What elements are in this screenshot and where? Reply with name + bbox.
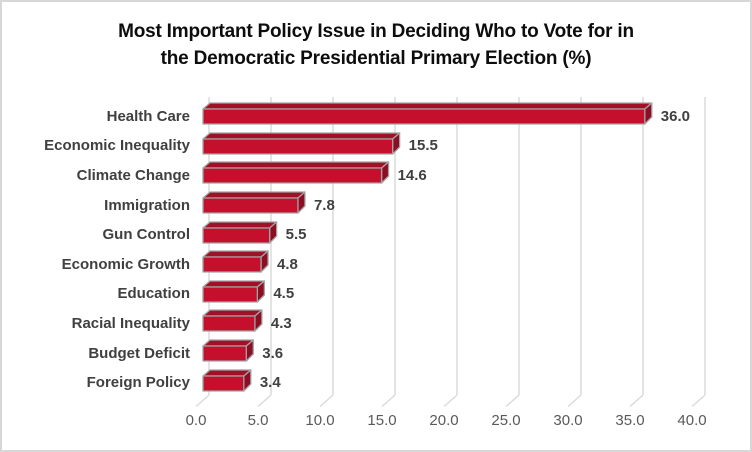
- bar: [202, 309, 263, 333]
- grid-floor-diagonal: [629, 394, 644, 408]
- bar-zone: 3.6: [202, 339, 283, 362]
- grid-floor-diagonal: [195, 394, 210, 408]
- bar-front-face: [202, 374, 245, 392]
- bar-top-face: [202, 221, 278, 229]
- bar-front-face: [202, 227, 271, 244]
- value-label: 14.6: [397, 166, 427, 184]
- plot-area: Health Care 36.0 Economic Inequality 15.5 Cl…: [2, 99, 750, 395]
- x-tick-label: 40.0: [677, 412, 707, 429]
- bar-front-face: [202, 345, 247, 362]
- grid-floor-diagonal: [443, 394, 458, 408]
- x-tick-label: 5.0: [247, 412, 269, 429]
- value-label: 4.3: [270, 314, 292, 332]
- bar-top-face: [202, 309, 263, 318]
- x-tick-label: 35.0: [615, 412, 645, 429]
- bar-top-face: [202, 161, 390, 170]
- bar: [202, 280, 265, 303]
- bar-zone: 14.6: [202, 161, 427, 185]
- category-label: Immigration: [104, 196, 190, 214]
- bar: [202, 191, 306, 214]
- grid-floor-diagonal: [257, 394, 272, 408]
- bar-top-face: [202, 339, 254, 347]
- bar-row: Education 4.5: [2, 277, 750, 307]
- category-label: Climate Change: [76, 166, 190, 184]
- bar-row: Climate Change 14.6: [2, 158, 750, 188]
- value-label: 36.0: [660, 107, 690, 125]
- bar-zone: 36.0: [202, 102, 690, 125]
- grid-floor-diagonal: [319, 394, 334, 408]
- x-tick-label: 15.0: [367, 412, 397, 429]
- bar-row: Health Care 36.0: [2, 99, 750, 129]
- category-label: Racial Inequality: [71, 314, 190, 332]
- bar-top-face: [202, 191, 306, 199]
- chart-title-line-2: the Democratic Presidential Primary Elec…: [160, 48, 592, 69]
- bar: [202, 221, 278, 244]
- bar-row: Racial Inequality 4.3: [2, 306, 750, 336]
- value-label: 4.5: [273, 285, 295, 303]
- bar-row: Gun Control 5.5: [2, 217, 750, 247]
- grid-floor-diagonal: [691, 394, 706, 408]
- grid-floor-diagonal: [567, 394, 582, 408]
- bar-zone: 3.4: [202, 368, 281, 392]
- bar-front-face: [202, 167, 383, 185]
- bar-zone: 7.8: [202, 191, 335, 214]
- category-label: Budget Deficit: [88, 344, 190, 362]
- bar: [202, 132, 401, 155]
- bar-row: Economic Growth 4.8: [2, 247, 750, 277]
- grid-floor-diagonal: [381, 394, 396, 408]
- value-label: 3.4: [259, 374, 281, 392]
- bar: [202, 368, 252, 392]
- x-tick-label: 10.0: [305, 412, 335, 429]
- bar-row: Foreign Policy 3.4: [2, 365, 750, 395]
- bar-front-face: [202, 138, 394, 155]
- grid-floor-diagonal: [505, 394, 520, 408]
- category-label: Health Care: [106, 107, 190, 125]
- bar-zone: 5.5: [202, 221, 307, 244]
- bar: [202, 339, 254, 362]
- bar-front-face: [202, 256, 262, 273]
- bar-zone: 4.8: [202, 250, 298, 273]
- bar-zone: 4.5: [202, 280, 294, 303]
- bar-row: Budget Deficit 3.6: [2, 336, 750, 366]
- bar-front-face: [202, 286, 258, 303]
- category-label: Education: [117, 285, 190, 303]
- category-label: Foreign Policy: [86, 374, 190, 392]
- bar-zone: 4.3: [202, 309, 292, 333]
- x-tick-label: 20.0: [429, 412, 459, 429]
- bar-front-face: [202, 197, 299, 214]
- chart-title-line-1: Most Important Policy Issue in Deciding …: [118, 21, 634, 42]
- value-label: 7.8: [313, 196, 335, 214]
- bar-top-face: [202, 368, 252, 377]
- bar-top-face: [202, 250, 269, 258]
- bar-top-face: [202, 132, 401, 140]
- bar-row: Economic Inequality 15.5: [2, 129, 750, 159]
- bar-front-face: [202, 315, 256, 333]
- bar: [202, 161, 390, 185]
- value-label: 5.5: [285, 226, 307, 244]
- value-label: 15.5: [408, 137, 438, 155]
- chart-title: Most Important Policy Issue in Deciding …: [2, 18, 750, 72]
- bar-zone: 15.5: [202, 132, 438, 155]
- bar: [202, 102, 653, 125]
- bar-top-face: [202, 102, 653, 110]
- x-tick-label: 30.0: [553, 412, 583, 429]
- bar-top-face: [202, 280, 265, 288]
- bar-row: Immigration 7.8: [2, 188, 750, 218]
- category-label: Economic Growth: [61, 255, 190, 273]
- category-label: Economic Inequality: [44, 137, 190, 155]
- category-label: Gun Control: [102, 226, 190, 244]
- bar: [202, 250, 269, 273]
- value-label: 4.8: [277, 255, 298, 273]
- x-tick-label: 25.0: [491, 412, 521, 429]
- x-tick-label: 0.0: [185, 412, 207, 429]
- bar-front-face: [202, 108, 646, 125]
- value-label: 3.6: [262, 344, 284, 362]
